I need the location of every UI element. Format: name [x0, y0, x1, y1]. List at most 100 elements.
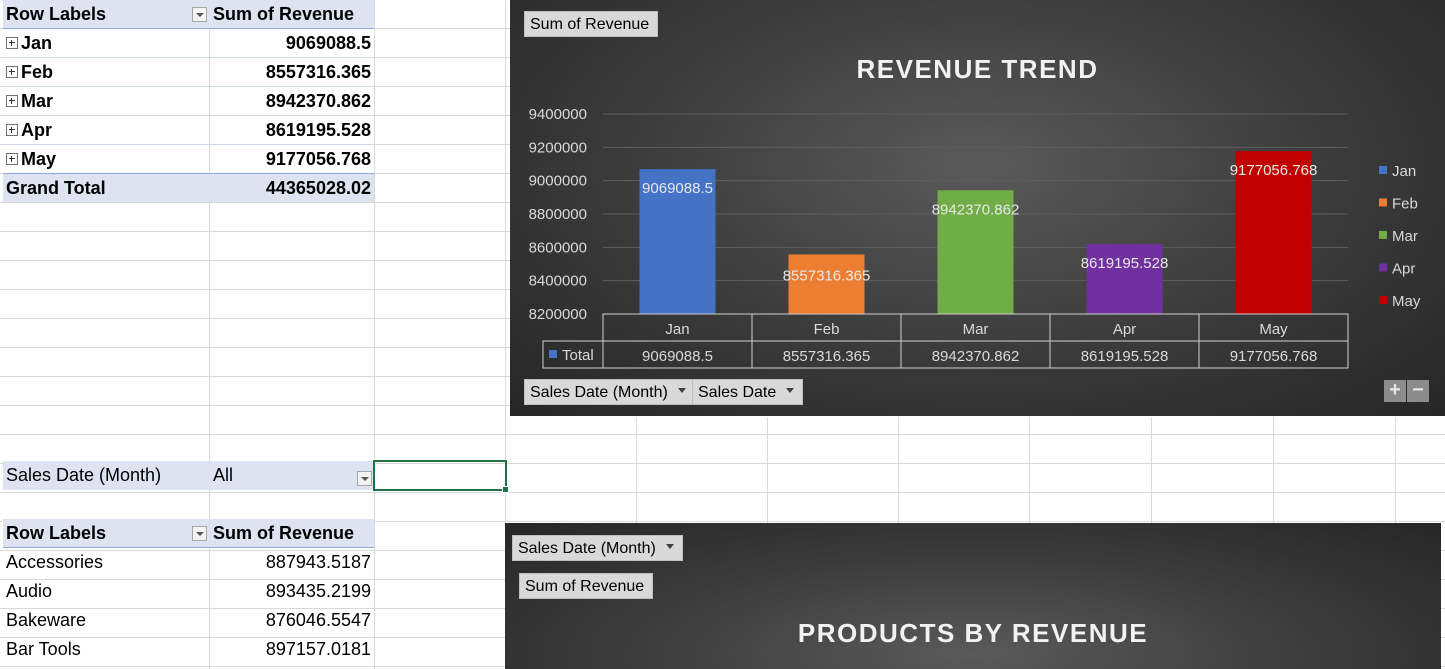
revenue-trend-chart[interactable]: Sum of Revenue REVENUE TREND 9400000 9200…: [510, 0, 1445, 416]
selected-cell[interactable]: [373, 460, 509, 493]
chart-title: REVENUE TREND: [856, 54, 1099, 84]
grand-total-value: 44365028.02: [265, 178, 371, 198]
y-tick-label: 9000000: [529, 173, 587, 190]
pivot-row-label: Mar: [6, 87, 53, 115]
pivot-row-label: Accessories: [6, 552, 104, 572]
column-border: [767, 417, 768, 523]
row-labels-filter-dropdown[interactable]: [192, 7, 207, 22]
filter-dropdown[interactable]: [357, 471, 372, 486]
column-border: [505, 0, 506, 669]
pivot-row-value: 887943.5187: [265, 552, 371, 572]
legend-key: [1379, 198, 1387, 207]
column-border: [898, 417, 899, 523]
column-border: [209, 0, 210, 669]
pivot-row-value: 876046.5547: [265, 610, 371, 630]
bar: [937, 190, 1014, 314]
pivot-header: Row Labels Sum of Revenue: [3, 519, 374, 548]
dropdown-arrow-icon: [677, 388, 686, 394]
sum-of-revenue-header: Sum of Revenue: [213, 523, 355, 543]
pivot-row: Apr 8619195.528: [3, 116, 374, 145]
pivot-row-label: May: [6, 145, 56, 173]
row-labels-filter-dropdown[interactable]: [192, 526, 207, 541]
pivot-row: Mar 8942370.862: [3, 87, 374, 116]
bar: [788, 254, 865, 314]
products-by-revenue-chart[interactable]: Sales Date (Month) Sum of Revenue PRODUC…: [505, 523, 1441, 669]
pivot-row-label: Apr: [6, 116, 52, 144]
dropdown-arrow-icon: [786, 388, 795, 394]
data-label: 8557316.365: [783, 267, 871, 284]
data-label: 8942370.862: [932, 201, 1020, 218]
sales-date-axis-button[interactable]: Sales Date: [692, 379, 804, 405]
column-border: [1273, 417, 1274, 523]
bar: [639, 169, 716, 314]
legend-label: Jan: [1392, 163, 1416, 180]
column-border: [1151, 417, 1152, 523]
expand-field-button[interactable]: +: [1384, 380, 1406, 402]
legend-key: [549, 350, 557, 358]
collapse-field-button[interactable]: −: [1407, 380, 1429, 402]
expand-icon[interactable]: [6, 37, 18, 50]
legend-key: [1379, 231, 1387, 239]
pivot-row: Audio 893435.2199: [3, 577, 374, 606]
sales-date-month-field-button[interactable]: Sales Date (Month): [512, 535, 683, 561]
pivot-row-value: 9069088.5: [285, 33, 371, 53]
data-table-series-label: Total: [562, 347, 594, 364]
legend-label: Mar: [1392, 228, 1418, 245]
data-table-value: 8619195.528: [1081, 348, 1169, 365]
data-label: 9069088.5: [642, 180, 713, 197]
y-tick-label: 8400000: [529, 273, 587, 290]
legend-key: [1379, 263, 1387, 272]
y-tick-label: 8200000: [529, 306, 587, 323]
bar: [1086, 244, 1163, 314]
pivot-row-label: Bakeware: [6, 610, 87, 630]
bar: [1235, 151, 1312, 314]
pivot-row: Bakeware 876046.5547: [3, 606, 374, 635]
dropdown-arrow-icon: [665, 544, 674, 550]
pivot-row-value: 8557316.365: [265, 62, 371, 82]
sales-date-month-axis-button[interactable]: Sales Date (Month): [524, 379, 695, 405]
expand-icon[interactable]: [6, 153, 18, 166]
pivot-header: Row Labels Sum of Revenue: [3, 0, 374, 29]
expand-icon[interactable]: [6, 124, 18, 137]
column-border: [636, 417, 637, 523]
sum-of-revenue-field-button[interactable]: Sum of Revenue: [519, 573, 654, 599]
pivot-row: May 9177056.768: [3, 145, 374, 174]
pivot-row-label: Audio: [6, 581, 53, 601]
row-labels-header[interactable]: Row Labels: [6, 523, 107, 543]
row-labels-header[interactable]: Row Labels: [6, 4, 107, 24]
x-tick-label: Apr: [1113, 321, 1136, 338]
expand-collapse-buttons: + −: [1383, 380, 1429, 402]
expand-icon[interactable]: [6, 95, 18, 108]
sum-of-revenue-field-button[interactable]: Sum of Revenue: [524, 11, 659, 37]
pivot-row-value: 897157.0181: [265, 639, 371, 659]
filter-field-value: All: [213, 465, 234, 485]
y-tick-label: 8600000: [529, 239, 587, 256]
expand-icon[interactable]: [6, 66, 18, 79]
pivot-row-value: 893435.2199: [265, 581, 371, 601]
legend-key: [1379, 166, 1387, 174]
pivot-row: Accessories 887943.5187: [3, 548, 374, 577]
data-table-value: 9069088.5: [642, 348, 713, 365]
data-label: 9177056.768: [1230, 162, 1318, 179]
column-border: [374, 0, 375, 669]
filter-field-label: Sales Date (Month): [6, 465, 162, 485]
pivot-row-label: Jan: [6, 29, 52, 57]
data-table-value: 8557316.365: [783, 348, 871, 365]
data-table-series-cell: [542, 340, 604, 369]
pivot-row: Feb 8557316.365: [3, 58, 374, 87]
sum-of-revenue-header: Sum of Revenue: [213, 4, 355, 24]
grand-total-label: Grand Total: [6, 178, 106, 198]
legend-label: Feb: [1392, 196, 1418, 213]
x-tick-label: May: [1259, 321, 1288, 338]
report-filter-row: Sales Date (Month) All: [3, 461, 374, 490]
data-table-value: 9177056.768: [1230, 348, 1318, 365]
grand-total-row: Grand Total 44365028.02: [3, 173, 374, 202]
pivot-row: Bar Tools 897157.0181: [3, 635, 374, 664]
legend-key: [1379, 296, 1387, 304]
revenue-trend-plot: 9400000 9200000 9000000 8800000 8600000 84000…: [529, 106, 1421, 369]
legend-label: Apr: [1392, 261, 1415, 278]
pivot-row: Jan 9069088.5: [3, 29, 374, 58]
x-tick-label: Jan: [665, 321, 689, 338]
data-table-value: 8942370.862: [932, 348, 1020, 365]
x-tick-label: Mar: [963, 321, 989, 338]
